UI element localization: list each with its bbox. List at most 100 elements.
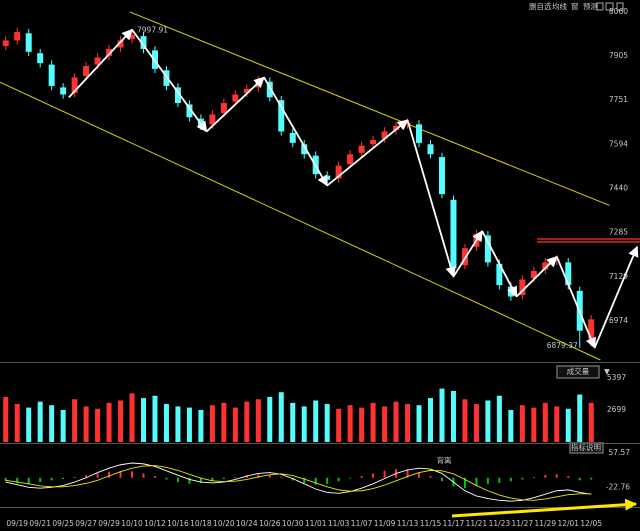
macd-bar [555, 474, 558, 478]
divergence-arrow [451, 498, 638, 518]
x-tick-label: 09/19 [6, 519, 28, 528]
macd-bar [85, 475, 88, 478]
candle-body [232, 94, 239, 102]
candle-body [25, 33, 32, 52]
volume-bar [416, 405, 422, 442]
candle-body [106, 48, 113, 57]
volume-bar [290, 402, 296, 442]
x-tick-label: 09/27 [75, 519, 97, 528]
volume-bar [473, 404, 479, 442]
volume-bar [301, 406, 307, 442]
x-tick-label: 10/12 [144, 519, 166, 528]
volume-bar [60, 409, 66, 442]
y-tick-label: 8060 [609, 7, 628, 16]
annotation: 背离 [437, 455, 452, 465]
panel-title: 指标说明 [571, 442, 601, 452]
macd-bar [222, 477, 225, 480]
macd-bar [119, 470, 122, 478]
macd-bar [39, 477, 42, 483]
macd-bar [314, 477, 317, 485]
macd-bar [165, 477, 168, 480]
macd-bar [142, 473, 145, 478]
volume-bar [382, 406, 388, 442]
toolbar-button[interactable]: 均线 [552, 1, 567, 11]
candle-body [358, 145, 365, 153]
x-tick-label: 10/24 [236, 519, 258, 528]
macd-bar [268, 474, 271, 478]
volume-bar [175, 406, 181, 442]
volume-bar [370, 402, 376, 442]
volume-bar [577, 394, 583, 442]
toolbar-button[interactable]: 预测 [583, 1, 598, 11]
volume-bar [267, 396, 273, 442]
volume-bar [508, 409, 514, 442]
candle-body [117, 40, 124, 48]
dropdown-icon[interactable]: ▼ [604, 367, 610, 376]
volume-bar [37, 401, 43, 442]
volume-bar [554, 406, 560, 442]
macd-bar [360, 476, 363, 478]
macd-bar [50, 477, 53, 481]
y-tick-label: -22.76 [606, 483, 630, 492]
indicator-box[interactable] [569, 442, 604, 454]
candle-body [186, 104, 193, 118]
volume-bar [14, 404, 20, 442]
y-tick-label: 7751 [609, 95, 628, 104]
volume-bar [255, 399, 261, 442]
panel-borders [0, 362, 640, 508]
candle-body [324, 175, 331, 180]
x-tick-label: 11/13 [397, 519, 419, 528]
volume-bar [83, 406, 89, 442]
volume-bar [542, 402, 548, 442]
volume-bar [324, 404, 330, 442]
y-tick-label: 7905 [609, 51, 628, 60]
volume-bar [95, 408, 101, 442]
toolbar-icons[interactable] [596, 2, 624, 11]
candle-body [450, 199, 457, 269]
macd-bar [337, 477, 340, 482]
macd-bar [532, 476, 535, 478]
volume-bar [531, 407, 537, 442]
trend-arrow [452, 230, 483, 278]
trend-arrow [481, 230, 518, 298]
channel-line [129, 11, 610, 206]
candle-body [71, 77, 78, 94]
x-tick-label: 11/29 [534, 519, 556, 528]
volume-bar [439, 388, 445, 442]
trend-arrow [555, 256, 596, 349]
candle-body [60, 87, 67, 95]
toolbar-button[interactable]: 删自选 [529, 1, 552, 11]
macd-bar [349, 477, 352, 479]
candle-body [416, 124, 423, 143]
macd-line [5, 465, 592, 501]
volume-selector[interactable] [556, 365, 600, 379]
macd-bar [280, 476, 283, 478]
macd-bar [234, 476, 237, 478]
candle-body [565, 262, 572, 286]
volume-bar [221, 402, 227, 442]
candle-body [542, 262, 549, 270]
candle-body [243, 88, 250, 94]
macd-bar [578, 477, 581, 481]
x-tick-label: 09/21 [29, 519, 51, 528]
candle-body [129, 34, 136, 39]
candle-body [484, 235, 491, 263]
x-tick-label: 10/18 [190, 519, 212, 528]
candle-body [174, 87, 181, 104]
y-tick-label: 57.57 [609, 448, 631, 457]
candle-body [588, 319, 595, 343]
macd-bar [96, 473, 99, 478]
macd-bar [188, 477, 191, 484]
trend-arrow [515, 255, 558, 298]
volume-bar [198, 409, 204, 442]
candle-body [83, 66, 90, 76]
high-label: 7997.91 [137, 26, 168, 35]
candle-body [370, 140, 377, 145]
volume-bar [244, 401, 250, 442]
macd-bar [509, 477, 512, 482]
x-tick-label: 11/27 [512, 519, 534, 528]
candle-body [209, 114, 216, 125]
toolbar-button[interactable]: 窗 [571, 1, 579, 11]
trend-arrow [263, 76, 328, 187]
candle-body [94, 57, 101, 65]
